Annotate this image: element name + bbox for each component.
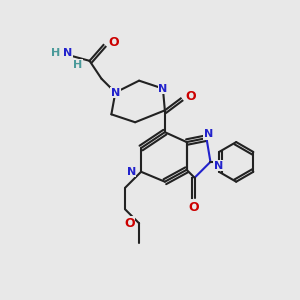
Text: N: N <box>158 84 167 94</box>
Text: N: N <box>111 88 120 98</box>
Text: N: N <box>214 161 223 171</box>
Text: N: N <box>63 48 72 58</box>
Text: H: H <box>73 60 82 70</box>
Text: O: O <box>124 217 134 230</box>
Text: O: O <box>185 90 196 103</box>
Text: N: N <box>204 129 213 139</box>
Text: H: H <box>51 48 61 58</box>
Text: N: N <box>127 167 136 177</box>
Text: O: O <box>108 37 119 50</box>
Text: O: O <box>188 201 199 214</box>
